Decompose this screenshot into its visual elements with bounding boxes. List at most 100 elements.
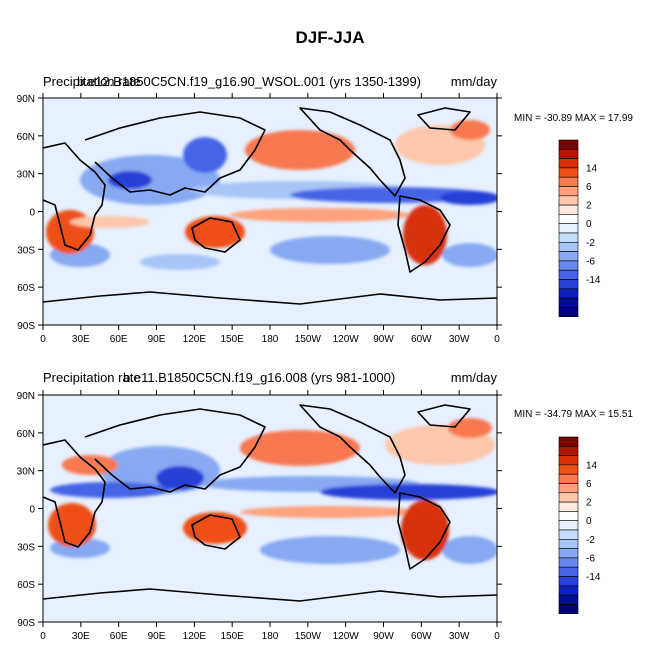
wet-region (403, 205, 447, 265)
x-tick-label: 120E (183, 334, 207, 345)
coastline (43, 142, 106, 251)
colorbar-tick-label: -14 (586, 572, 601, 583)
colorbar-cell (558, 483, 579, 494)
dry-region (270, 236, 390, 264)
colorbar-cell (558, 260, 579, 271)
x-tick-label: 60W (411, 334, 432, 345)
panel-title-units: mm/day (451, 370, 498, 385)
x-tick-label: 90E (148, 631, 166, 642)
colorbar-cell (558, 176, 579, 187)
x-tick-label: 150W (295, 334, 322, 345)
colorbar-tick-label: 14 (586, 163, 598, 174)
colorbar-tick-label: 2 (586, 498, 592, 509)
wet-region (70, 216, 150, 228)
y-tick-label: 60N (17, 429, 35, 440)
colorbar-cell (558, 297, 579, 308)
wet-region (240, 430, 360, 466)
x-tick-label: 90W (373, 631, 394, 642)
x-tick-label: 150W (295, 631, 322, 642)
x-tick-label: 0 (494, 631, 500, 642)
colorbar: 14 6 2 0 -2 -6 -14 (558, 139, 601, 317)
colorbar-cell (558, 455, 579, 466)
colorbar-cell (558, 464, 579, 475)
panel-top: Precipitation rate b.e12.B1850C5CN.f19_g… (17, 74, 634, 345)
coastline (417, 404, 471, 428)
x-tick-label: 30E (72, 334, 90, 345)
colorbar-cell (558, 566, 579, 577)
y-tick-label: 90S (17, 321, 35, 332)
colorbar-tick-label: -2 (586, 535, 595, 546)
x-tick-label: 120W (333, 334, 360, 345)
coastline (397, 195, 451, 273)
y-tick-label: 90S (17, 618, 35, 629)
colorbar-cell (558, 139, 579, 150)
coastline (397, 492, 451, 570)
colorbar-cell (558, 576, 579, 587)
colorbar-tick-label: 0 (586, 219, 592, 230)
y-tick-label: 30S (17, 245, 35, 256)
y-tick-label: 0 (29, 505, 35, 516)
panel-title-left-b: b.e12.B1850C5CN.f19_g16.90_WSOL.001 (yrs… (77, 74, 421, 89)
colorbar-cell (558, 204, 579, 215)
colorbar-cell (558, 186, 579, 197)
x-tick-label: 90W (373, 334, 394, 345)
colorbar-cell (558, 279, 579, 290)
map-plot-area: 0 30E 60E 90E 120E 150E 180 150W 120W 90W 60W 30W 09… (17, 93, 502, 345)
colorbar-cell (558, 269, 579, 280)
colorbar-tick-label: 14 (586, 460, 598, 471)
coastline (191, 217, 241, 253)
y-tick-label: 60S (17, 283, 35, 294)
x-tick-label: 60W (411, 631, 432, 642)
wet-region (230, 208, 410, 222)
coastline (299, 107, 406, 197)
colorbar-tick-label: -6 (586, 256, 595, 267)
dry-region (442, 243, 497, 267)
axes: 0 30E 60E 90E 120E 150E 180 150W 120W 90W 60W 30W 09… (17, 390, 502, 642)
panel-title-left-a: Precipitation rate (43, 74, 141, 89)
colorbar-cell (558, 288, 579, 299)
coastline (84, 408, 266, 493)
y-tick-label: 90N (17, 391, 35, 402)
coastline (84, 111, 266, 196)
y-tick-label: 60S (17, 580, 35, 591)
colorbar-cell (558, 594, 579, 605)
wet-region (245, 130, 355, 170)
colorbar-cell (558, 223, 579, 234)
coastline (191, 514, 241, 550)
y-tick-label: 90N (17, 94, 35, 105)
colorbar-tick-label: -2 (586, 238, 595, 249)
colorbar-cell (558, 242, 579, 252)
dry-region (320, 484, 497, 500)
colorbar-cell (558, 585, 579, 596)
colorbar-cell (558, 473, 579, 484)
colorbar-cell (558, 251, 579, 262)
colorbar: 14 6 2 0 -2 -6 -14 (558, 436, 601, 615)
x-tick-label: 30E (72, 631, 90, 642)
colorbar-cell (558, 167, 579, 178)
colorbar-cell (558, 307, 579, 317)
panel-bottom: Precipitation rate b.e11.B1850C5CN.f19_g… (17, 370, 634, 642)
wet-region (240, 506, 420, 518)
wet-region (48, 503, 96, 547)
colorbar-cell (558, 604, 579, 615)
colorbar-cell (558, 548, 579, 559)
x-tick-label: 150E (220, 334, 244, 345)
coastline (43, 439, 106, 548)
x-tick-label: 60E (110, 334, 128, 345)
x-tick-label: 120W (333, 631, 360, 642)
colorbar-tick-label: 0 (586, 516, 592, 527)
y-tick-label: 0 (29, 208, 35, 219)
colorbar-tick-label: -6 (586, 553, 595, 564)
colorbar-cell (558, 529, 579, 540)
colorbar-cell (558, 557, 579, 568)
colorbar-cell (558, 445, 579, 456)
dry-region (140, 254, 220, 270)
colorbar-cell (558, 436, 579, 447)
x-tick-label: 0 (40, 334, 46, 345)
x-tick-label: 60E (110, 631, 128, 642)
coastline (417, 107, 471, 131)
panel-title-left-a: Precipitation rate (43, 370, 141, 385)
dry-region (260, 536, 400, 564)
x-tick-label: 0 (40, 631, 46, 642)
map-plot-area: 0 30E 60E 90E 120E 150E 180 150W 120W 90W 60W 30W 09… (17, 390, 502, 642)
